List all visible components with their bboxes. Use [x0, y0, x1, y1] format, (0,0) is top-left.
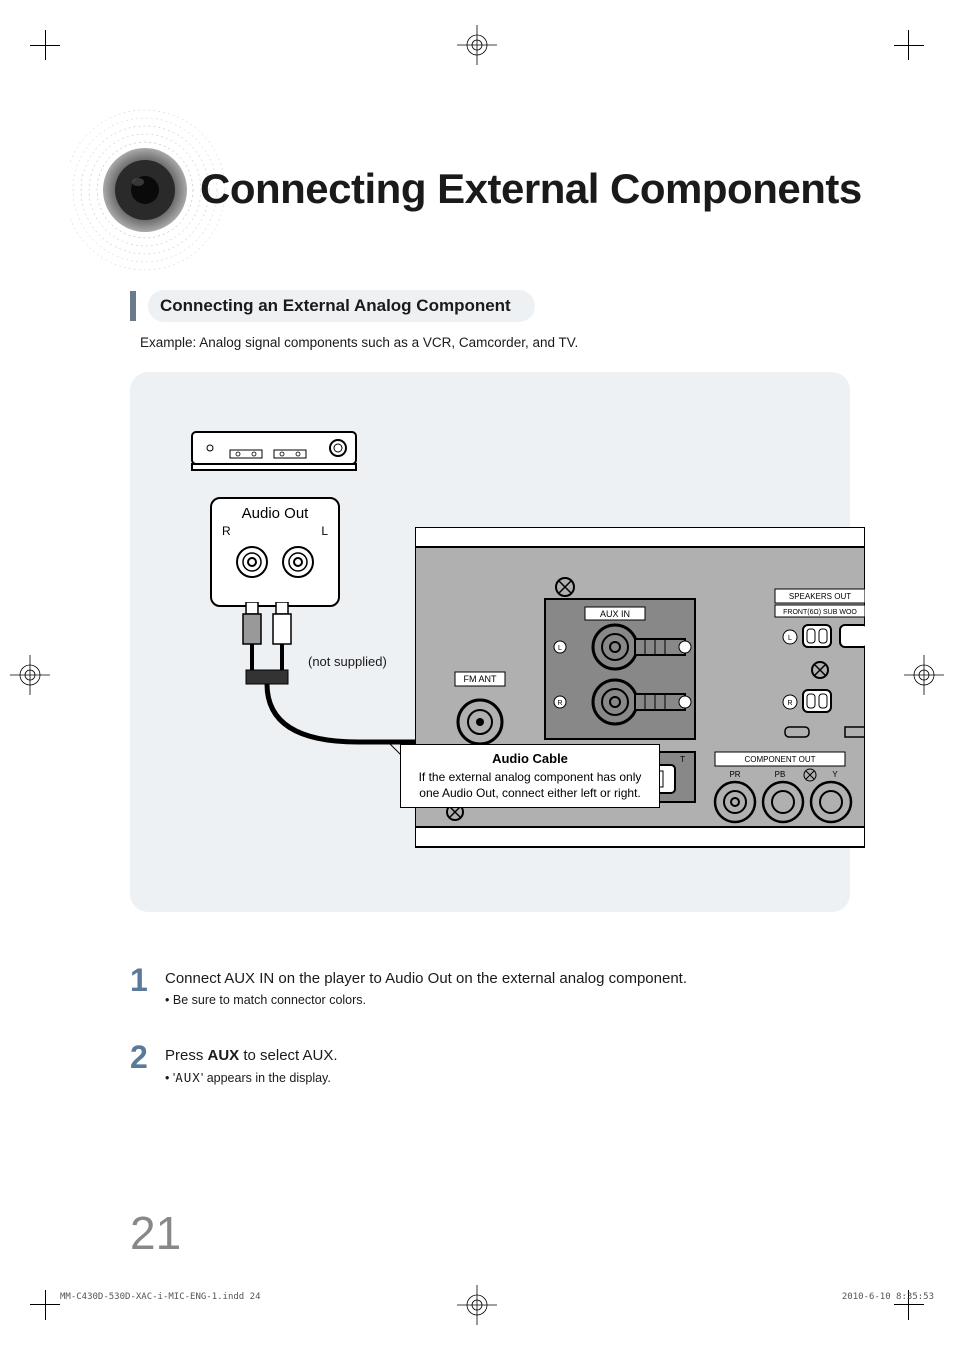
svg-text:SPEAKERS OUT: SPEAKERS OUT	[789, 592, 851, 601]
svg-text:PR: PR	[729, 770, 740, 779]
svg-text:Y: Y	[832, 770, 838, 779]
audio-out-box: Audio Out R L	[210, 497, 340, 607]
page-title: Connecting External Components	[200, 165, 862, 213]
step-bullet: Be sure to match connector colors.	[165, 993, 687, 1007]
page-number: 21	[130, 1206, 181, 1260]
bullet-post: ' appears in the display.	[201, 1071, 331, 1085]
label-l: L	[321, 524, 328, 538]
step-text-post: to select AUX.	[239, 1047, 337, 1064]
svg-text:L: L	[788, 635, 792, 642]
page-content: Connecting External Components Connectin…	[90, 100, 864, 1290]
audio-cable-body: If the external analog component has onl…	[411, 769, 649, 801]
svg-text:FM ANT: FM ANT	[464, 674, 498, 684]
registration-mark	[10, 655, 50, 695]
svg-text:R: R	[557, 700, 562, 707]
svg-text:R: R	[787, 700, 792, 707]
svg-text:L: L	[558, 645, 562, 652]
external-device-icon	[190, 424, 360, 479]
svg-text:PB: PB	[775, 770, 786, 779]
step-number: 1	[130, 962, 148, 999]
registration-mark	[457, 1285, 497, 1325]
section-bar	[130, 291, 136, 321]
svg-text:AUX IN: AUX IN	[600, 609, 630, 619]
label-r: R	[222, 524, 231, 538]
audio-out-label: Audio Out	[212, 505, 338, 522]
footer-right: 2010-6-10 8:35:53	[842, 1292, 934, 1302]
step-1: 1 Connect AUX IN on the player to Audio …	[130, 970, 687, 1007]
crop-mark	[894, 45, 924, 46]
step-text: Connect AUX IN on the player to Audio Ou…	[165, 970, 687, 987]
registration-mark	[457, 25, 497, 65]
step-text: Press AUX to select AUX.	[165, 1047, 338, 1064]
crop-mark	[45, 1290, 46, 1320]
step-number: 2	[130, 1039, 148, 1076]
not-supplied-label: (not supplied)	[308, 654, 387, 669]
crop-mark	[894, 1304, 924, 1305]
bullet-mono: AUX	[175, 1070, 201, 1085]
example-text: Example: Analog signal components such a…	[140, 335, 578, 350]
audio-cable-callout: Audio Cable If the external analog compo…	[400, 744, 660, 808]
step-2: 2 Press AUX to select AUX. 'AUX' appears…	[130, 1047, 338, 1085]
svg-text:COMPONENT OUT: COMPONENT OUT	[745, 755, 816, 764]
svg-text:FRONT(6Ω) SUB WOO: FRONT(6Ω) SUB WOO	[783, 609, 857, 616]
section-title: Connecting an External Analog Component	[148, 290, 535, 322]
step-text-pre: Press	[165, 1047, 208, 1064]
svg-text:T: T	[680, 755, 685, 764]
crop-mark	[45, 30, 46, 60]
section-header: Connecting an External Analog Component	[130, 290, 535, 322]
footer-left: MM-C430D-530D-XAC-i-MIC-ENG-1.indd 24	[60, 1292, 260, 1302]
step-bullet: 'AUX' appears in the display.	[165, 1070, 338, 1085]
audio-out-jacks	[212, 544, 338, 580]
registration-mark	[904, 655, 944, 695]
crop-mark	[908, 30, 909, 60]
diagram-panel: Audio Out R L	[130, 372, 850, 912]
step-text-bold: AUX	[208, 1047, 240, 1064]
audio-cable-title: Audio Cable	[411, 751, 649, 766]
